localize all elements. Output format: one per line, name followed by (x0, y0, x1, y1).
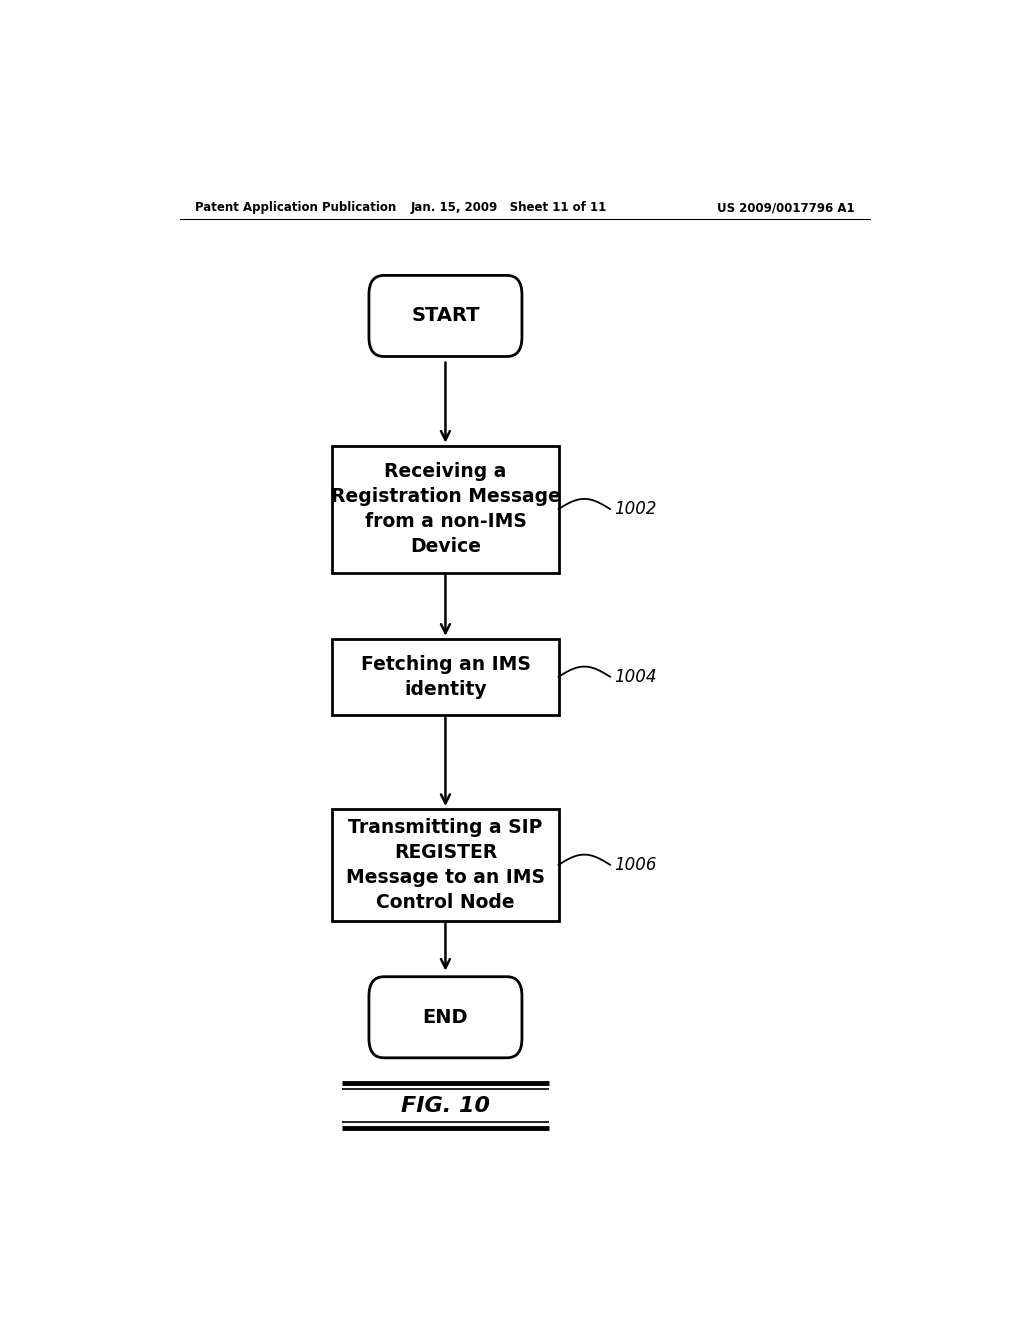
Text: US 2009/0017796 A1: US 2009/0017796 A1 (717, 201, 854, 214)
FancyBboxPatch shape (369, 276, 522, 356)
Text: Patent Application Publication: Patent Application Publication (196, 201, 396, 214)
Text: 1006: 1006 (614, 855, 656, 874)
FancyBboxPatch shape (369, 977, 522, 1057)
Bar (333, 809, 558, 921)
Text: FIG. 10: FIG. 10 (401, 1096, 489, 1115)
Text: 1004: 1004 (614, 668, 656, 686)
Text: START: START (412, 306, 479, 326)
Text: 1002: 1002 (614, 500, 656, 517)
Text: Receiving a
Registration Message
from a non-IMS
Device: Receiving a Registration Message from a … (331, 462, 560, 556)
Bar (333, 446, 558, 573)
Text: END: END (423, 1007, 468, 1027)
Text: Fetching an IMS
identity: Fetching an IMS identity (360, 655, 530, 698)
Text: Transmitting a SIP
REGISTER
Message to an IMS
Control Node: Transmitting a SIP REGISTER Message to a… (346, 818, 545, 912)
Bar (333, 639, 558, 715)
Text: Jan. 15, 2009   Sheet 11 of 11: Jan. 15, 2009 Sheet 11 of 11 (411, 201, 607, 214)
